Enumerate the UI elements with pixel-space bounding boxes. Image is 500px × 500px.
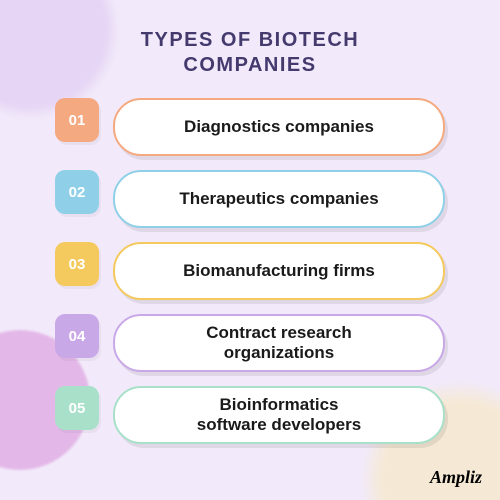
item-number-badge: 04 bbox=[55, 314, 99, 358]
item-label: Biomanufacturing firms bbox=[183, 261, 375, 281]
list-item: 05 Bioinformaticssoftware developers bbox=[55, 386, 445, 444]
item-number-badge: 03 bbox=[55, 242, 99, 286]
page-title: TYPES OF BIOTECH COMPANIES bbox=[141, 28, 359, 78]
item-number-badge: 01 bbox=[55, 98, 99, 142]
list-item: 01 Diagnostics companies bbox=[55, 98, 445, 156]
title-line-1: TYPES OF BIOTECH bbox=[141, 29, 359, 51]
item-label: Diagnostics companies bbox=[184, 117, 374, 137]
item-label: Bioinformaticssoftware developers bbox=[197, 395, 361, 434]
list-item: 02 Therapeutics companies bbox=[55, 170, 445, 228]
item-card: Contract researchorganizations bbox=[113, 314, 445, 372]
item-number-badge: 05 bbox=[55, 386, 99, 430]
brand-logo: Ampliz bbox=[430, 467, 482, 488]
list-item: 04 Contract researchorganizations bbox=[55, 314, 445, 372]
item-card: Diagnostics companies bbox=[113, 98, 445, 156]
item-card: Therapeutics companies bbox=[113, 170, 445, 228]
item-card: Bioinformaticssoftware developers bbox=[113, 386, 445, 444]
item-label: Therapeutics companies bbox=[179, 189, 378, 209]
items-list: 01 Diagnostics companies 02 Therapeutics… bbox=[0, 98, 500, 444]
item-card: Biomanufacturing firms bbox=[113, 242, 445, 300]
content-container: TYPES OF BIOTECH COMPANIES 01 Diagnostic… bbox=[0, 0, 500, 500]
item-number-badge: 02 bbox=[55, 170, 99, 214]
list-item: 03 Biomanufacturing firms bbox=[55, 242, 445, 300]
item-label: Contract researchorganizations bbox=[206, 323, 352, 362]
title-line-2: COMPANIES bbox=[183, 54, 316, 76]
